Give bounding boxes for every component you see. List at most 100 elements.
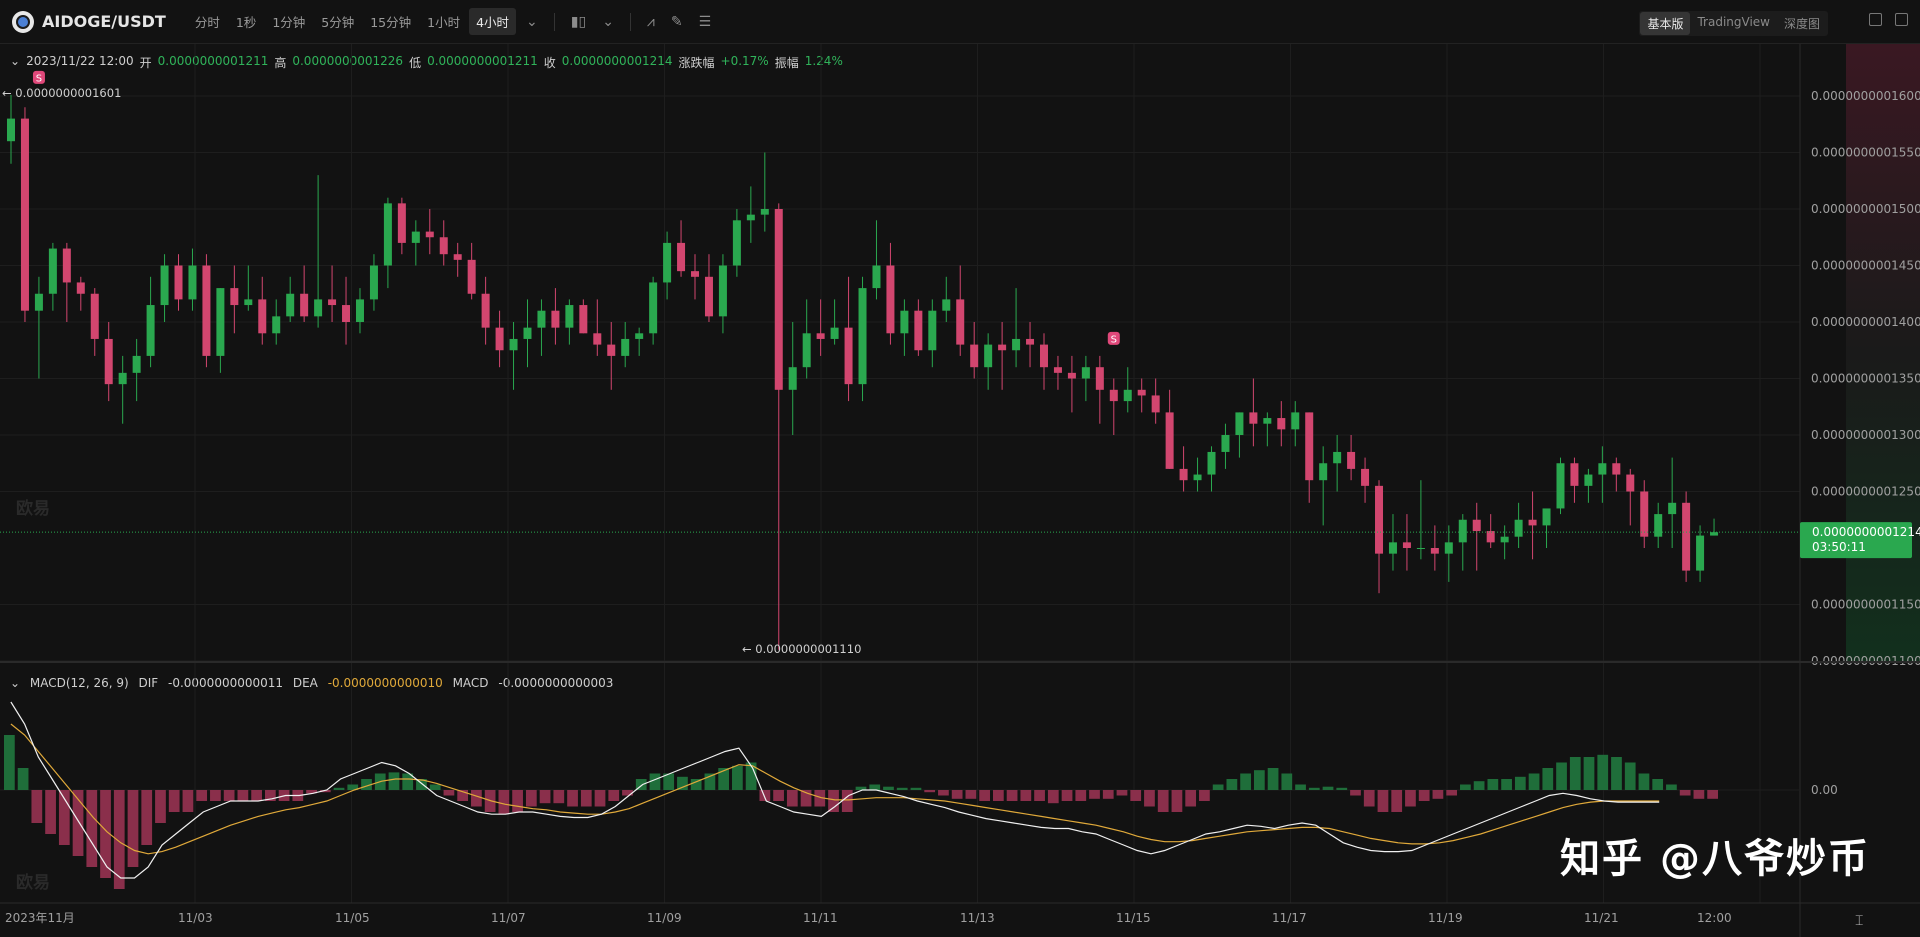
dea-line (10, 723, 1660, 855)
candle-body (802, 333, 811, 368)
candle-body (1207, 451, 1216, 475)
candle-body (369, 265, 378, 300)
macd-histogram-bar (127, 790, 139, 867)
candle-body (1333, 451, 1342, 464)
macd-histogram-bar (635, 779, 647, 790)
candlestick-type-icon[interactable]: ▮▯ (570, 13, 587, 30)
candle-body (537, 310, 546, 328)
candle-body (1375, 485, 1384, 554)
sell-marker (32, 70, 45, 84)
collapse-chevron-icon[interactable]: ⌄ (10, 54, 21, 68)
macd-histogram-bar (1020, 790, 1032, 801)
candle-body (1626, 474, 1635, 492)
candle-body (956, 299, 965, 345)
macd-histogram-bar (72, 790, 84, 856)
timeframe-tab-active[interactable]: 4小时 (469, 8, 517, 35)
sell-marker (1107, 331, 1120, 345)
candle-body (1458, 519, 1467, 543)
macd-histogram-bar (1061, 790, 1073, 801)
candle-body (202, 265, 211, 356)
candle-body (1026, 338, 1035, 345)
macd-histogram-bar (498, 790, 510, 815)
candle-body (1584, 474, 1593, 486)
fullscreen-icon[interactable] (1895, 13, 1908, 26)
macd-histogram-bar (1501, 779, 1512, 790)
view-tradingview[interactable]: TradingView (1697, 15, 1770, 29)
candle-body (342, 305, 351, 322)
candle-body (1612, 463, 1621, 475)
candle-body (1277, 418, 1286, 430)
macd-histogram-bar (883, 786, 894, 790)
y-tick-label: 0.0000000001250 (1811, 485, 1920, 499)
timeframe-tab[interactable]: 5分钟 (321, 15, 355, 30)
candle-body (1067, 372, 1076, 379)
settings-list-icon[interactable]: ☰ (698, 13, 712, 30)
timeframe-tab[interactable]: 1秒 (235, 15, 257, 30)
macd-histogram-bar (457, 790, 469, 801)
candle-body (272, 316, 281, 334)
timeframe-tab[interactable]: 分时 (194, 15, 220, 30)
dif-line (10, 701, 1660, 879)
macd-histogram-bar (471, 790, 482, 807)
candle-body (1263, 418, 1272, 424)
candle-body (1361, 468, 1370, 486)
macd-histogram-bar (965, 790, 977, 799)
candle-body (1402, 542, 1411, 548)
candle-body (1137, 389, 1146, 396)
open-label: 开 (139, 56, 152, 70)
macd-histogram-bar (1679, 790, 1691, 796)
candle-body (411, 231, 420, 243)
macd-histogram-bar (1569, 757, 1581, 790)
macd-histogram-bar (608, 790, 620, 801)
view-basic[interactable]: 基本版 (1640, 12, 1691, 35)
close-label: 收 (543, 56, 556, 70)
countdown-label: 03:50:11 (1812, 540, 1866, 554)
low-value: 0.0000000001211 (427, 54, 538, 68)
zhihu-watermark: 知乎 @八爷炒币 (1560, 836, 1870, 882)
timeframe-tab[interactable]: 15分钟 (370, 15, 412, 30)
timeframe-tab[interactable]: 1分钟 (272, 15, 306, 30)
pair-title[interactable]: AIDOGE/USDT (42, 12, 166, 31)
candle-body (704, 276, 713, 317)
candle-body (1528, 519, 1537, 526)
candle-body (118, 372, 127, 385)
candle-body (355, 299, 364, 322)
macd-histogram-bar (1295, 784, 1306, 790)
macd-value: -0.0000000000003 (498, 676, 614, 690)
low-label: 低 (409, 56, 422, 70)
macd-histogram-bar (1171, 790, 1183, 812)
screenshot-icon[interactable] (1869, 13, 1882, 26)
x-tick-label: 11/05 (335, 911, 370, 925)
macd-histogram-bar (1556, 762, 1567, 790)
chevron-down-icon[interactable]: ⌄ (526, 13, 538, 30)
close-value: 0.0000000001214 (561, 54, 673, 68)
candle-body (1193, 474, 1202, 481)
chevron-down-icon[interactable]: ⌄ (602, 13, 614, 30)
timeframe-tab[interactable]: 1小时 (427, 15, 461, 30)
candle-body (1291, 412, 1300, 430)
candle-body (62, 248, 71, 283)
macd-histogram-bar (1666, 784, 1677, 790)
macd-histogram-bar (1308, 787, 1320, 790)
draw-pen-icon[interactable]: ✎ (670, 13, 683, 30)
candle-body (1472, 519, 1481, 532)
macd-histogram-bar (1460, 784, 1471, 790)
view-depth[interactable]: 深度图 (1783, 17, 1820, 31)
indicator-icon[interactable]: ⩘ (646, 13, 655, 30)
macd-histogram-bar (141, 790, 153, 845)
candle-body (1081, 367, 1090, 379)
candle-body (20, 118, 29, 311)
macd-histogram-bar (1006, 790, 1018, 801)
collapse-chevron-icon[interactable]: ⌄ (10, 676, 21, 690)
candle-body (607, 344, 616, 356)
candle-body (230, 288, 239, 306)
y-tick-label: 0.0000000001300 (1811, 428, 1920, 442)
candle-body (1500, 536, 1509, 543)
candle-body (1123, 389, 1132, 402)
macd-histogram-bar (622, 790, 633, 796)
macd-histogram-bar (828, 790, 839, 812)
candle-body (1388, 542, 1397, 554)
candle-body (1668, 502, 1677, 515)
macd-histogram-bar (786, 790, 798, 807)
